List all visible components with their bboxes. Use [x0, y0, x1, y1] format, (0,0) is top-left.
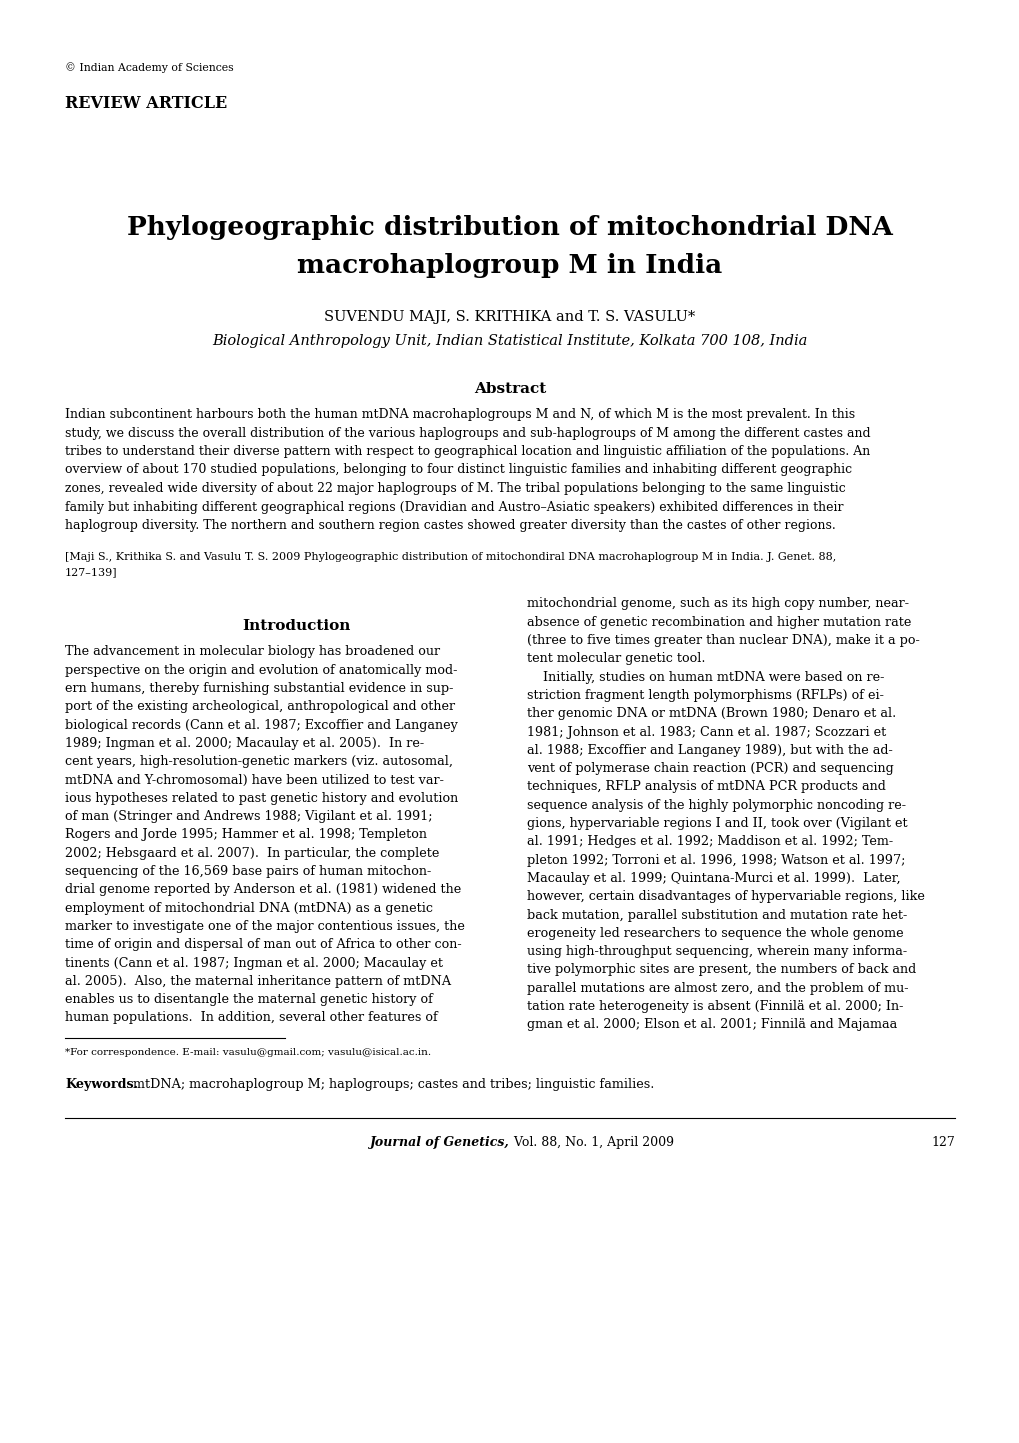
Text: techniques, RFLP analysis of mtDNA PCR products and: techniques, RFLP analysis of mtDNA PCR p…: [527, 781, 886, 794]
Text: 127–139]: 127–139]: [65, 567, 117, 577]
Text: absence of genetic recombination and higher mutation rate: absence of genetic recombination and hig…: [527, 616, 911, 629]
Text: tation rate heterogeneity is absent (Finnilä et al. 2000; In-: tation rate heterogeneity is absent (Fin…: [527, 1000, 903, 1013]
Text: © Indian Academy of Sciences: © Indian Academy of Sciences: [65, 62, 233, 72]
Text: sequencing of the 16,569 base pairs of human mitochon-: sequencing of the 16,569 base pairs of h…: [65, 866, 431, 879]
Text: ther genomic DNA or mtDNA (Brown 1980; Denaro et al.: ther genomic DNA or mtDNA (Brown 1980; D…: [527, 707, 896, 720]
Text: Biological Anthropology Unit, Indian Statistical Institute, Kolkata 700 108, Ind: Biological Anthropology Unit, Indian Sta…: [212, 333, 807, 348]
Text: Abstract: Abstract: [474, 382, 545, 395]
Text: al. 1988; Excoffier and Langaney 1989), but with the ad-: al. 1988; Excoffier and Langaney 1989), …: [527, 745, 892, 758]
Text: back mutation, parallel substitution and mutation rate het-: back mutation, parallel substitution and…: [527, 909, 906, 922]
Text: ern humans, thereby furnishing substantial evidence in sup-: ern humans, thereby furnishing substanti…: [65, 683, 452, 696]
Text: gman et al. 2000; Elson et al. 2001; Finnilä and Majamaa: gman et al. 2000; Elson et al. 2001; Fin…: [527, 1019, 897, 1032]
Text: 127: 127: [930, 1136, 954, 1149]
Text: erogeneity led researchers to sequence the whole genome: erogeneity led researchers to sequence t…: [527, 926, 903, 939]
Text: al. 1991; Hedges et al. 1992; Maddison et al. 1992; Tem-: al. 1991; Hedges et al. 1992; Maddison e…: [527, 835, 893, 848]
Text: Keywords.: Keywords.: [65, 1078, 138, 1091]
Text: tent molecular genetic tool.: tent molecular genetic tool.: [527, 652, 705, 665]
Text: human populations.  In addition, several other features of: human populations. In addition, several …: [65, 1012, 437, 1025]
Text: REVIEW ARTICLE: REVIEW ARTICLE: [65, 95, 227, 113]
Text: Phylogeographic distribution of mitochondrial DNA: Phylogeographic distribution of mitochon…: [127, 215, 892, 240]
Text: mtDNA; macrohaplogroup M; haplogroups; castes and tribes; linguistic families.: mtDNA; macrohaplogroup M; haplogroups; c…: [125, 1078, 654, 1091]
Text: port of the existing archeological, anthropological and other: port of the existing archeological, anth…: [65, 700, 454, 713]
Text: tive polymorphic sites are present, the numbers of back and: tive polymorphic sites are present, the …: [527, 964, 915, 977]
Text: drial genome reported by Anderson et al. (1981) widened the: drial genome reported by Anderson et al.…: [65, 883, 461, 896]
Text: Introduction: Introduction: [242, 619, 350, 633]
Text: The advancement in molecular biology has broadened our: The advancement in molecular biology has…: [65, 645, 439, 658]
Text: vent of polymerase chain reaction (PCR) and sequencing: vent of polymerase chain reaction (PCR) …: [527, 762, 893, 775]
Text: of man (Stringer and Andrews 1988; Vigilant et al. 1991;: of man (Stringer and Andrews 1988; Vigil…: [65, 810, 432, 823]
Text: biological records (Cann et al. 1987; Excoffier and Langaney: biological records (Cann et al. 1987; Ex…: [65, 719, 458, 732]
Text: [Maji S., Krithika S. and Vasulu T. S. 2009 Phylogeographic distribution of mito: [Maji S., Krithika S. and Vasulu T. S. 2…: [65, 551, 836, 561]
Text: sequence analysis of the highly polymorphic noncoding re-: sequence analysis of the highly polymorp…: [527, 799, 905, 812]
Text: gions, hypervariable regions I and II, took over (Vigilant et: gions, hypervariable regions I and II, t…: [527, 817, 907, 830]
Text: SUVENDU MAJI, S. KRITHIKA and T. S. VASULU*: SUVENDU MAJI, S. KRITHIKA and T. S. VASU…: [324, 310, 695, 325]
Text: time of origin and dispersal of man out of Africa to other con-: time of origin and dispersal of man out …: [65, 938, 462, 951]
Text: however, certain disadvantages of hypervariable regions, like: however, certain disadvantages of hyperv…: [527, 890, 924, 903]
Text: (three to five times greater than nuclear DNA), make it a po-: (three to five times greater than nuclea…: [527, 633, 919, 646]
Text: Journal of Genetics,: Journal of Genetics,: [370, 1136, 510, 1149]
Text: Vol. 88, No. 1, April 2009: Vol. 88, No. 1, April 2009: [510, 1136, 674, 1149]
Text: 1989; Ingman et al. 2000; Macaulay et al. 2005).  In re-: 1989; Ingman et al. 2000; Macaulay et al…: [65, 737, 424, 750]
Text: 1981; Johnson et al. 1983; Cann et al. 1987; Scozzari et: 1981; Johnson et al. 1983; Cann et al. 1…: [527, 726, 886, 739]
Text: al. 2005).  Also, the maternal inheritance pattern of mtDNA: al. 2005). Also, the maternal inheritanc…: [65, 975, 450, 988]
Text: Rogers and Jorde 1995; Hammer et al. 1998; Templeton: Rogers and Jorde 1995; Hammer et al. 199…: [65, 828, 427, 841]
Text: employment of mitochondrial DNA (mtDNA) as a genetic: employment of mitochondrial DNA (mtDNA) …: [65, 902, 433, 915]
Text: zones, revealed wide diversity of about 22 major haplogroups of M. The tribal po: zones, revealed wide diversity of about …: [65, 482, 845, 495]
Text: parallel mutations are almost zero, and the problem of mu-: parallel mutations are almost zero, and …: [527, 981, 908, 994]
Text: family but inhabiting different geographical regions (Dravidian and Austro–Asiat: family but inhabiting different geograph…: [65, 501, 843, 514]
Text: macrohaplogroup M in India: macrohaplogroup M in India: [298, 253, 721, 278]
Text: study, we discuss the overall distribution of the various haplogroups and sub-ha: study, we discuss the overall distributi…: [65, 427, 870, 440]
Text: mtDNA and Y-chromosomal) have been utilized to test var-: mtDNA and Y-chromosomal) have been utili…: [65, 773, 443, 786]
Text: tribes to understand their diverse pattern with respect to geographical location: tribes to understand their diverse patte…: [65, 444, 869, 457]
Text: overview of about 170 studied populations, belonging to four distinct linguistic: overview of about 170 studied population…: [65, 463, 851, 476]
Text: Macaulay et al. 1999; Quintana-Murci et al. 1999).  Later,: Macaulay et al. 1999; Quintana-Murci et …: [527, 872, 900, 885]
Text: *For correspondence. E-mail: vasulu@gmail.com; vasulu@isical.ac.in.: *For correspondence. E-mail: vasulu@gmai…: [65, 1048, 431, 1056]
Text: striction fragment length polymorphisms (RFLPs) of ei-: striction fragment length polymorphisms …: [527, 688, 883, 701]
Text: perspective on the origin and evolution of anatomically mod-: perspective on the origin and evolution …: [65, 664, 457, 677]
Text: Initially, studies on human mtDNA were based on re-: Initially, studies on human mtDNA were b…: [527, 671, 883, 684]
Text: using high-throughput sequencing, wherein many informa-: using high-throughput sequencing, wherei…: [527, 945, 906, 958]
Text: ious hypotheses related to past genetic history and evolution: ious hypotheses related to past genetic …: [65, 792, 458, 805]
Text: mitochondrial genome, such as its high copy number, near-: mitochondrial genome, such as its high c…: [527, 597, 908, 610]
Text: enables us to disentangle the maternal genetic history of: enables us to disentangle the maternal g…: [65, 993, 432, 1006]
Text: pleton 1992; Torroni et al. 1996, 1998; Watson et al. 1997;: pleton 1992; Torroni et al. 1996, 1998; …: [527, 854, 905, 867]
Text: haplogroup diversity. The northern and southern region castes showed greater div: haplogroup diversity. The northern and s…: [65, 519, 835, 532]
Text: 2002; Hebsgaard et al. 2007).  In particular, the complete: 2002; Hebsgaard et al. 2007). In particu…: [65, 847, 439, 860]
Text: cent years, high-resolution-genetic markers (viz. autosomal,: cent years, high-resolution-genetic mark…: [65, 755, 452, 768]
Text: marker to investigate one of the major contentious issues, the: marker to investigate one of the major c…: [65, 921, 465, 934]
Text: Indian subcontinent harbours both the human mtDNA macrohaplogroups M and N, of w: Indian subcontinent harbours both the hu…: [65, 408, 854, 421]
Text: tinents (Cann et al. 1987; Ingman et al. 2000; Macaulay et: tinents (Cann et al. 1987; Ingman et al.…: [65, 957, 442, 970]
